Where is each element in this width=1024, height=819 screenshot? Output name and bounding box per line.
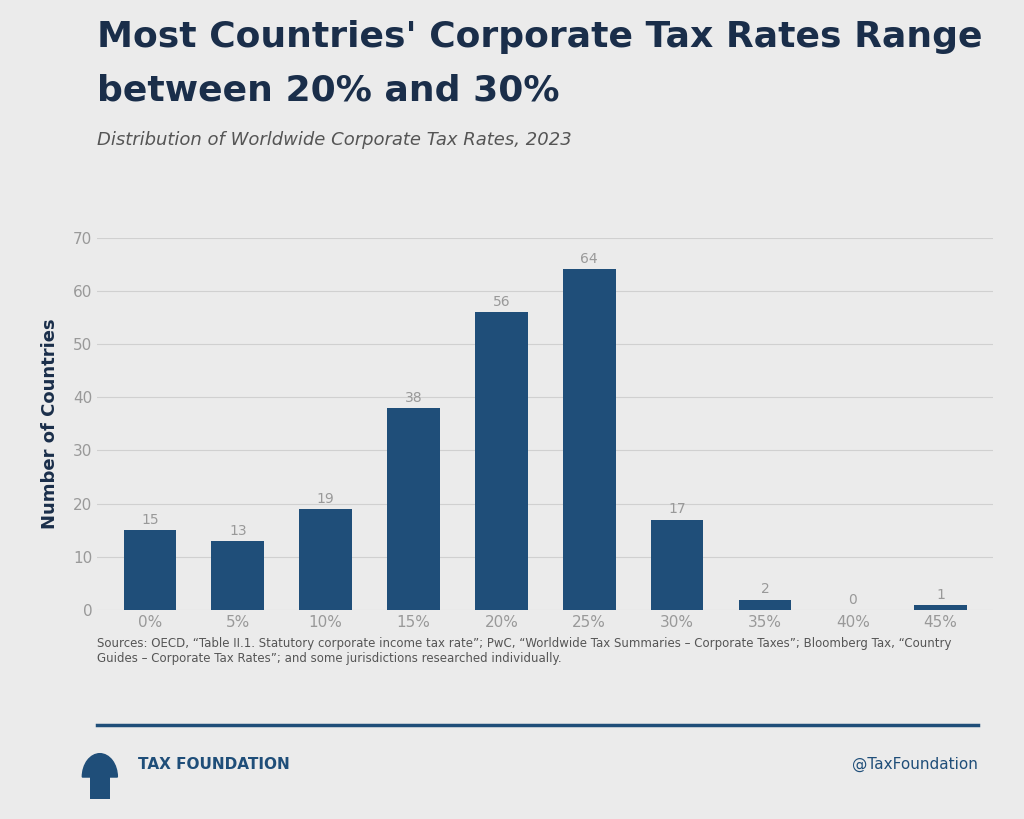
Bar: [124, 531, 176, 610]
Bar: [212, 541, 264, 610]
Text: 13: 13: [229, 524, 247, 538]
Text: between 20% and 30%: between 20% and 30%: [97, 74, 560, 108]
Text: Sources: OECD, “Table II.1. Statutory corporate income tax rate”; PwC, “Worldwid: Sources: OECD, “Table II.1. Statutory co…: [97, 637, 951, 665]
Text: 0: 0: [848, 593, 857, 607]
Text: 19: 19: [316, 492, 335, 506]
Text: Most Countries' Corporate Tax Rates Range: Most Countries' Corporate Tax Rates Rang…: [97, 20, 983, 55]
Text: 15: 15: [141, 514, 159, 527]
Text: 1: 1: [936, 588, 945, 602]
FancyBboxPatch shape: [90, 776, 110, 799]
Bar: [475, 312, 527, 610]
Y-axis label: Number of Countries: Number of Countries: [41, 319, 59, 529]
Bar: [650, 520, 703, 610]
Text: 38: 38: [404, 391, 422, 405]
Bar: [914, 604, 967, 610]
Bar: [299, 509, 352, 610]
Text: TAX FOUNDATION: TAX FOUNDATION: [138, 757, 290, 771]
Bar: [387, 408, 440, 610]
Text: 56: 56: [493, 295, 510, 309]
Text: @TaxFoundation: @TaxFoundation: [852, 757, 978, 771]
Text: Distribution of Worldwide Corporate Tax Rates, 2023: Distribution of Worldwide Corporate Tax …: [97, 131, 572, 149]
Text: 64: 64: [581, 252, 598, 266]
Bar: [563, 269, 615, 610]
Wedge shape: [82, 753, 118, 777]
Bar: [738, 600, 792, 610]
Text: 2: 2: [761, 582, 769, 596]
Text: 17: 17: [669, 503, 686, 517]
